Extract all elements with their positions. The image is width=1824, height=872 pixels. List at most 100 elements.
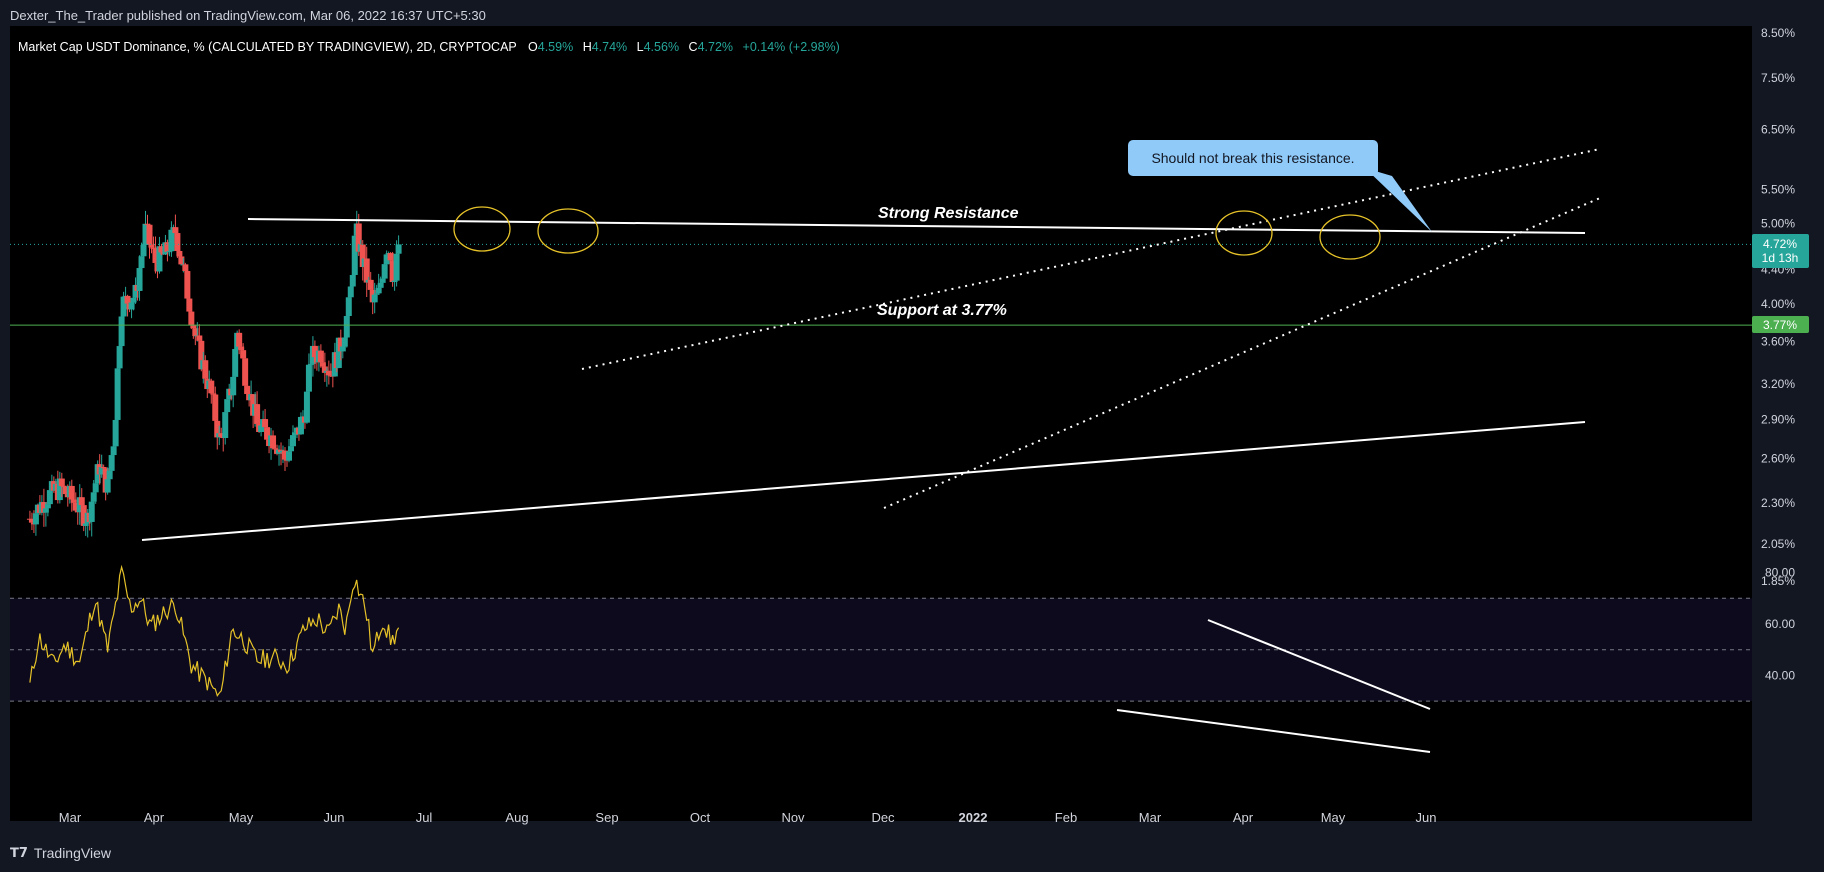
time-tick-label: Nov bbox=[781, 810, 805, 825]
candle-body bbox=[232, 349, 239, 377]
candle-body bbox=[130, 297, 137, 303]
rsi-tick-label: 60.00 bbox=[1765, 617, 1795, 631]
candle-body bbox=[58, 478, 65, 486]
candle-body bbox=[345, 297, 352, 317]
open-value: 4.59% bbox=[538, 40, 573, 54]
candle-body bbox=[335, 337, 342, 368]
time-tick-label: May bbox=[229, 810, 254, 825]
candle-body bbox=[108, 455, 115, 471]
price-tick-label: 2.90% bbox=[1761, 412, 1795, 426]
candle-body bbox=[188, 311, 195, 326]
highlight-circle[interactable] bbox=[1215, 210, 1273, 256]
candle-body bbox=[198, 340, 205, 370]
candle-body bbox=[218, 433, 225, 437]
highlight-circle[interactable] bbox=[537, 208, 599, 254]
candle-body bbox=[106, 470, 113, 480]
candle-body bbox=[186, 298, 193, 312]
candle-body bbox=[383, 254, 390, 265]
time-tick-label: Aug bbox=[505, 810, 528, 825]
rsi-lower-trendline[interactable] bbox=[1116, 709, 1431, 753]
candle-body bbox=[242, 358, 249, 386]
highlight-circle[interactable] bbox=[1319, 214, 1381, 260]
candle-body bbox=[373, 293, 380, 295]
symbol-name: Market Cap USDT Dominance, % (CALCULATED… bbox=[18, 40, 517, 54]
candle-body bbox=[341, 337, 348, 347]
candle-body bbox=[210, 393, 217, 395]
rsi-line bbox=[29, 564, 400, 698]
candle-body bbox=[72, 502, 79, 511]
candle-body bbox=[238, 346, 245, 351]
candle-body bbox=[118, 316, 125, 347]
candle-body bbox=[56, 478, 63, 501]
candle-body bbox=[182, 264, 189, 272]
candle-body bbox=[92, 483, 99, 493]
candle-body bbox=[196, 335, 203, 341]
candle-body bbox=[321, 366, 328, 373]
candle-body bbox=[98, 466, 105, 475]
callout-box bbox=[1128, 140, 1378, 176]
candle-body bbox=[120, 296, 127, 317]
callout-pointer bbox=[1365, 168, 1432, 232]
candle-body bbox=[78, 497, 85, 506]
candle-body bbox=[371, 294, 378, 303]
time-tick-label: Apr bbox=[1233, 810, 1254, 825]
candle-body bbox=[124, 295, 131, 304]
price-tick-label: 1.85% bbox=[1761, 574, 1795, 588]
candle-body bbox=[184, 271, 191, 299]
candle-body bbox=[389, 260, 396, 283]
close-value: 4.72% bbox=[698, 40, 733, 54]
resistance-trendline[interactable] bbox=[247, 218, 1586, 234]
callout-note[interactable]: Should not break this resistance. bbox=[1128, 140, 1432, 232]
candle-body bbox=[150, 247, 157, 249]
candle-body bbox=[42, 508, 49, 513]
candle-body bbox=[132, 284, 139, 298]
candle-body bbox=[325, 370, 332, 376]
candle-body bbox=[140, 245, 147, 257]
support-price-label: 3.77% bbox=[1763, 318, 1797, 332]
support-label: Support at 3.77% bbox=[877, 302, 1007, 319]
candle-body bbox=[192, 328, 199, 337]
candle-body bbox=[319, 362, 326, 367]
candle-body bbox=[128, 302, 135, 310]
candle-body bbox=[136, 268, 143, 291]
candle-body bbox=[82, 523, 89, 526]
candle-body bbox=[88, 501, 95, 522]
candle-body bbox=[317, 350, 324, 363]
highlight-circle[interactable] bbox=[453, 206, 511, 252]
tradingview-logo-icon: ꓔ7 bbox=[10, 845, 28, 861]
price-axis-background bbox=[1752, 26, 1824, 821]
candle-body bbox=[387, 253, 394, 261]
candle-body bbox=[168, 229, 175, 252]
candle-body bbox=[164, 242, 171, 252]
candle-body bbox=[305, 364, 312, 392]
price-tick-label: 2.05% bbox=[1761, 537, 1795, 551]
candle-body bbox=[355, 223, 362, 252]
candle-body bbox=[156, 246, 163, 272]
candle-body bbox=[202, 360, 209, 379]
lower-support-trendline[interactable] bbox=[141, 421, 1586, 541]
last-price-badge: 4.72% 1d 13h bbox=[1752, 234, 1809, 268]
time-tick-label: Apr bbox=[144, 810, 165, 825]
candle-body bbox=[375, 287, 382, 294]
publish-info: Dexter_The_Trader published on TradingVi… bbox=[10, 8, 486, 23]
time-tick-label: Dec bbox=[871, 810, 895, 825]
low-label: L bbox=[637, 40, 644, 54]
candle-body bbox=[258, 425, 265, 433]
candle-body bbox=[230, 376, 237, 396]
candle-body bbox=[32, 513, 39, 525]
candle-body bbox=[347, 286, 354, 298]
candle-body bbox=[351, 235, 358, 276]
rsi-upper-trendline[interactable] bbox=[1207, 619, 1431, 710]
rsi-tick-label: 80.00 bbox=[1765, 566, 1795, 580]
time-tick-label: 2022 bbox=[959, 810, 988, 825]
candle-body bbox=[68, 485, 75, 500]
candle-body bbox=[90, 492, 97, 502]
candle-body bbox=[224, 399, 231, 413]
tradingview-brand[interactable]: ꓔ7 TradingView bbox=[10, 845, 111, 861]
time-tick-label: Jun bbox=[1416, 810, 1437, 825]
candle-body bbox=[287, 446, 294, 452]
last-price-label: 4.72% bbox=[1763, 237, 1797, 251]
candle-body bbox=[254, 404, 261, 424]
candle-body bbox=[240, 350, 247, 359]
